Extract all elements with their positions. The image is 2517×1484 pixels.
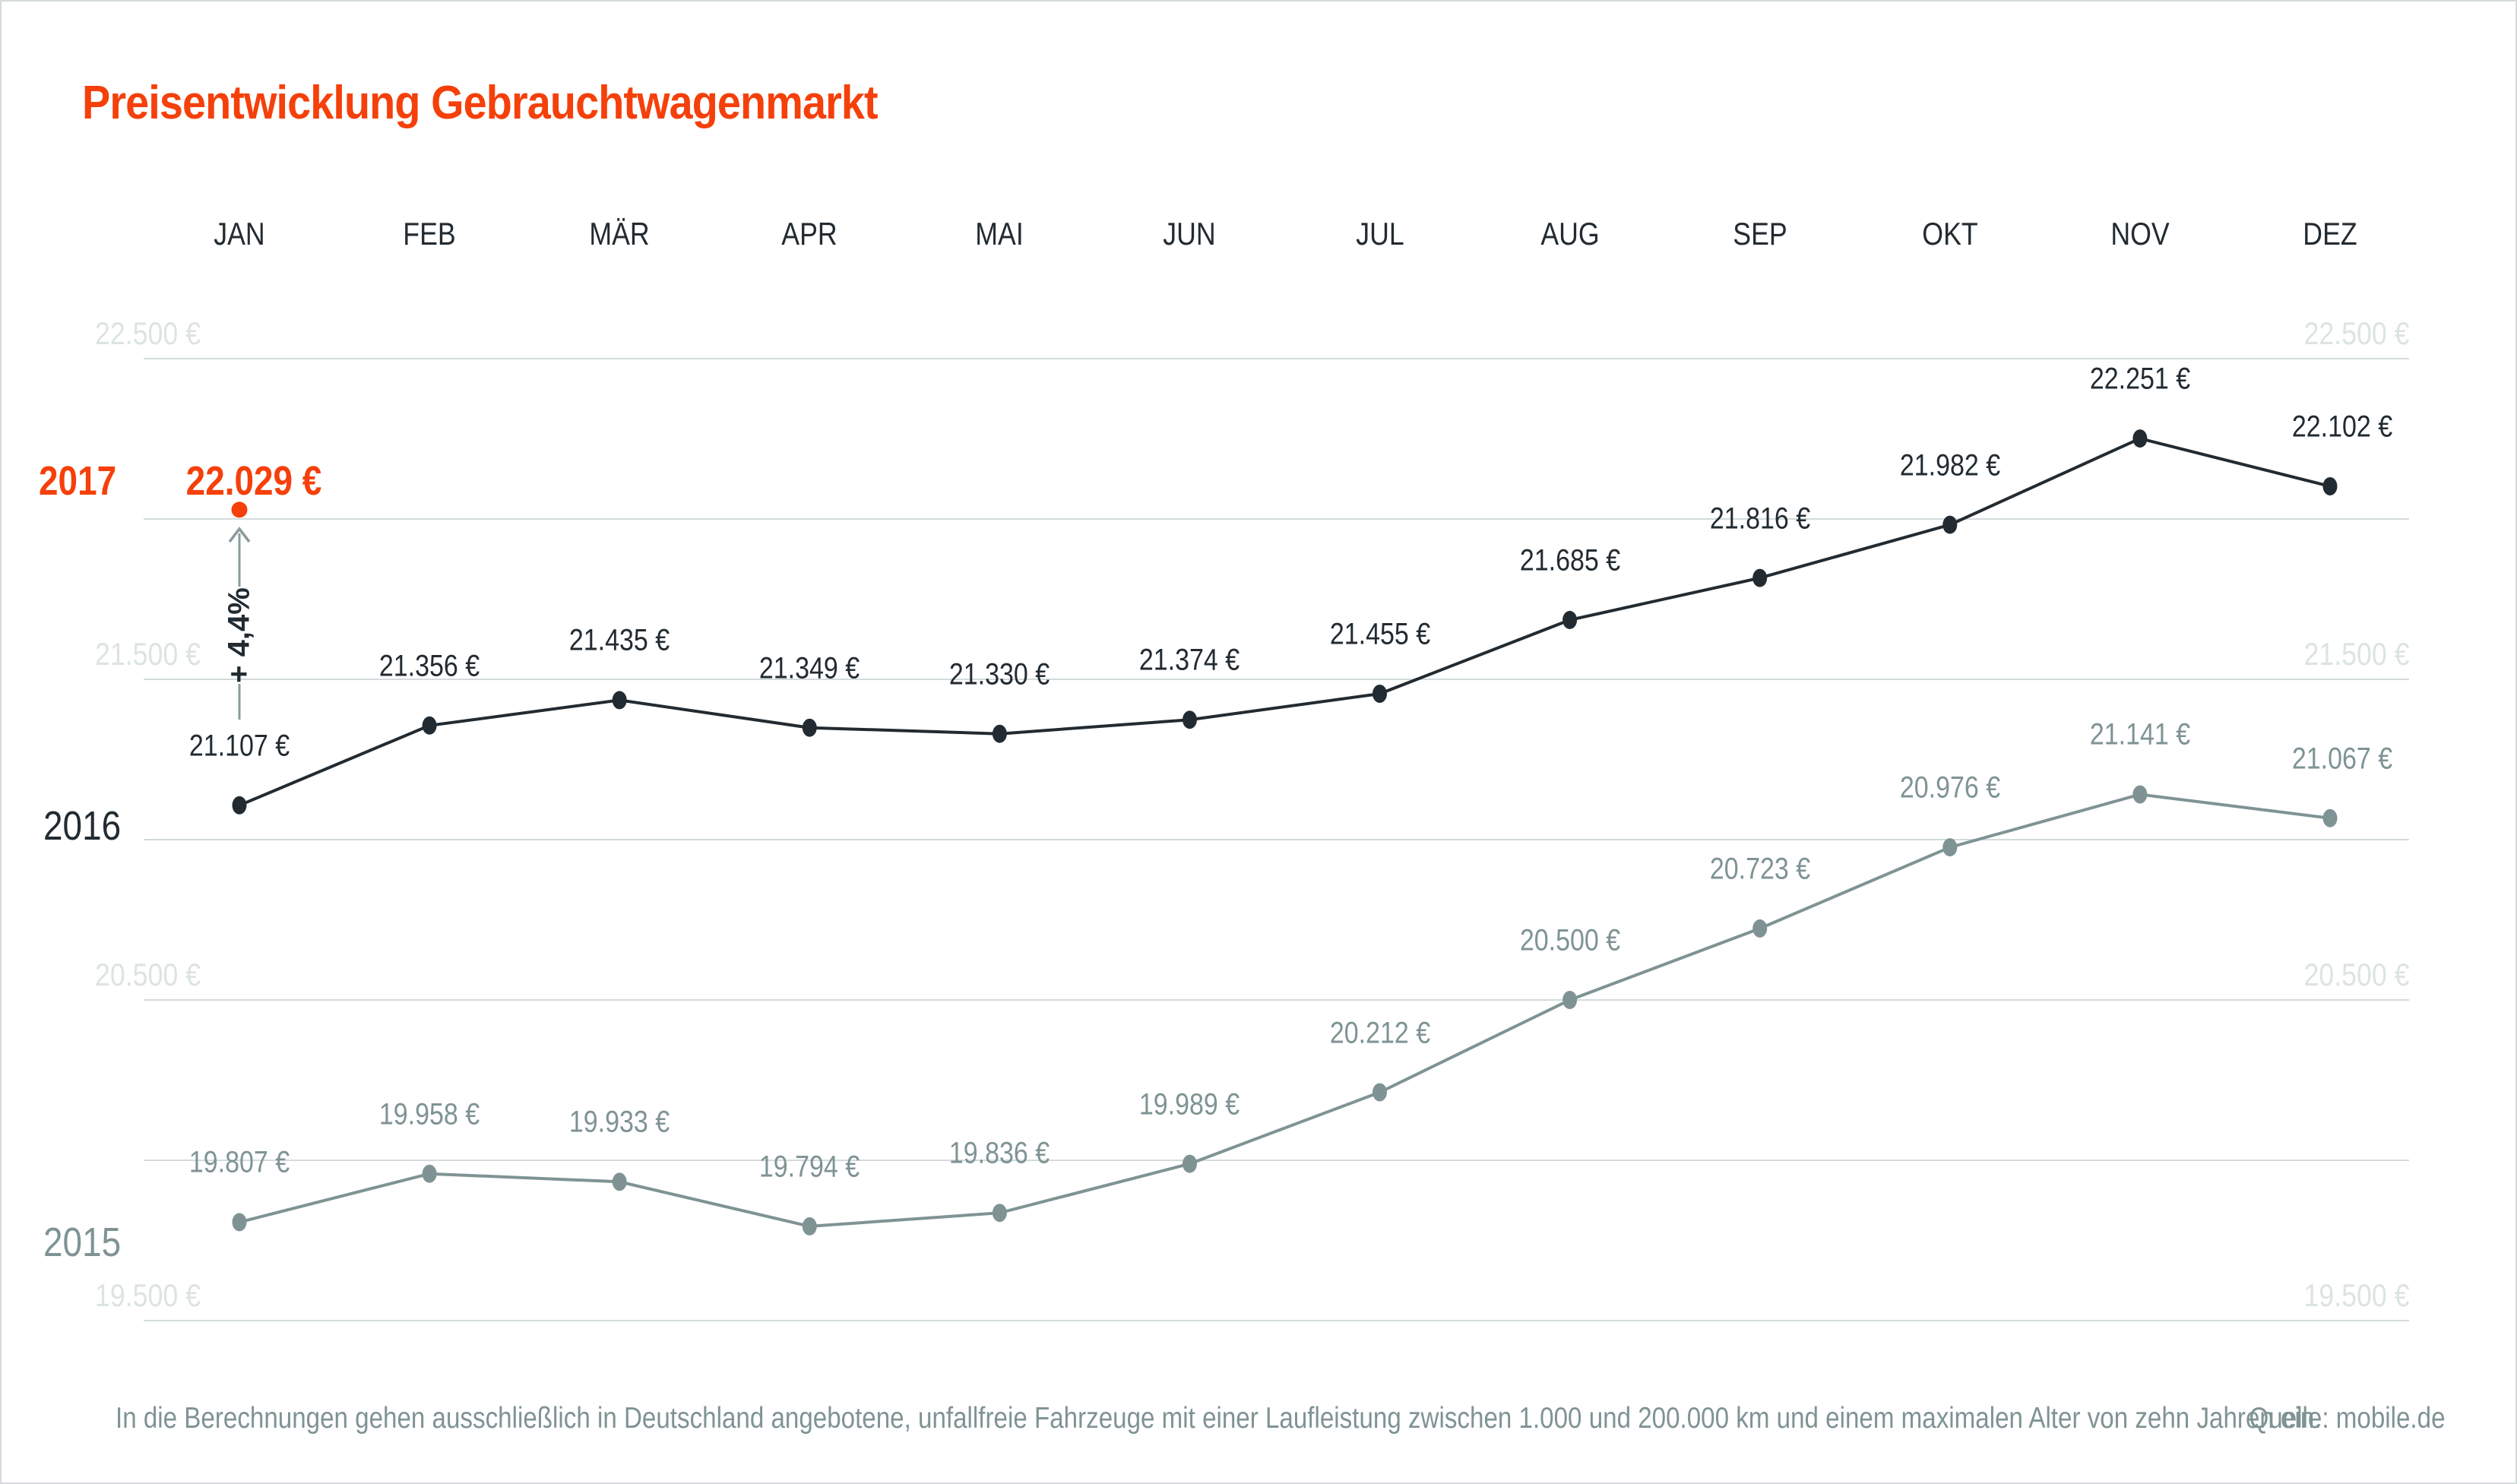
value-label-2016-OKT: 21.982 € [1899,448,2000,483]
annotation-change-percent: + 4,4% [222,587,256,683]
footnote: In die Berechnungen gehen ausschließlich… [116,1402,2322,1435]
data-point-2016-JAN [232,796,247,815]
data-point-2015-JUN [1183,1154,1197,1173]
y-axis-label-left-19500: 19.500 € [95,1277,201,1313]
value-label-2016-NOV: 22.251 € [2089,362,2191,396]
y-axis-label-left-20500: 20.500 € [95,957,201,992]
month-label-JUL: JUL [1355,216,1404,252]
data-point-2015-OKT [1942,838,1958,857]
value-label-2015-APR: 19.794 € [759,1150,860,1184]
data-point-2016-DEZ [2322,477,2338,495]
data-point-2016-FEB [422,716,437,735]
data-point-2016-AUG [1562,610,1578,629]
series-line-2015 [239,793,2331,1228]
value-label-2016-APR: 21.349 € [759,651,860,685]
y-axis-label-right-19500: 19.500 € [2303,1277,2409,1313]
month-label-AUG: AUG [1540,216,1600,252]
data-point-2016-MAI [992,724,1007,743]
value-label-2015-MAI: 19.836 € [949,1136,1050,1170]
value-label-2016-FEB: 21.356 € [378,649,480,683]
data-point-2016-OKT [1942,515,1958,534]
data-point-2016-NOV [2132,429,2148,448]
y-axis-label-right-22500: 22.500 € [2303,315,2409,351]
value-label-2015-JAN: 19.807 € [188,1145,290,1179]
y-axis-label-left-22500: 22.500 € [95,315,201,351]
month-label-MÄR: MÄR [589,216,650,252]
value-label-2016-SEP: 21.816 € [1709,502,1810,536]
value-label-2016-AUG: 21.685 € [1519,543,1620,577]
month-label-JAN: JAN [214,216,265,252]
annotation-2017-value: 22.029 € [185,458,322,504]
data-point-2015-SEP [1752,919,1768,938]
data-point-2015-MAI [992,1204,1007,1223]
value-label-2016-JUN: 21.374 € [1139,643,1240,677]
value-label-2015-NOV: 21.141 € [2089,717,2191,751]
month-label-FEB: FEB [403,216,456,252]
value-label-2016-MÄR: 21.435 € [568,623,670,657]
data-point-2016-JUN [1183,710,1197,729]
data-point-2016-APR [802,718,817,737]
month-label-JUN: JUN [1163,216,1217,252]
month-label-NOV: NOV [2110,216,2170,252]
value-label-2016-JUL: 21.455 € [1329,617,1430,651]
value-label-2015-JUN: 19.989 € [1139,1087,1240,1122]
source-credit: Quelle: mobile.de [2249,1402,2446,1435]
y-axis-label-right-21500: 21.500 € [2303,636,2409,672]
value-label-2015-DEZ: 21.067 € [2291,742,2393,776]
data-point-2015-NOV [2132,785,2148,804]
value-label-2015-SEP: 20.723 € [1709,852,1810,886]
data-point-2015-JAN [232,1213,247,1232]
value-label-2015-MÄR: 19.933 € [568,1105,670,1139]
y-axis-label-left-21500: 21.500 € [95,636,201,672]
value-label-2015-AUG: 20.500 € [1519,923,1620,957]
value-label-2016-MAI: 21.330 € [949,657,1050,691]
value-label-2015-JUL: 20.212 € [1329,1016,1430,1050]
year-label-2015: 2015 [43,1220,121,1266]
year-label-2016: 2016 [43,802,121,849]
data-point-2016-MÄR [612,691,627,710]
arrow-up-icon [228,527,251,543]
series-line-2016 [239,436,2331,807]
value-label-2016-JAN: 21.107 € [188,729,290,763]
month-label-SEP: SEP [1732,216,1787,252]
month-label-MAI: MAI [975,216,1024,252]
value-label-2015-OKT: 20.976 € [1899,770,2000,805]
month-label-OKT: OKT [1922,216,1978,252]
month-label-DEZ: DEZ [2303,216,2357,252]
data-point-2016-JUL [1372,685,1387,703]
data-point-2016-SEP [1752,568,1768,587]
data-point-2017-JAN [231,502,248,518]
data-point-2015-DEZ [2322,808,2338,827]
page-title-text: Preisentwicklung Gebrauchtwagenmarkt [82,77,879,129]
data-point-2015-FEB [422,1164,437,1183]
data-point-2015-APR [802,1217,817,1236]
data-point-2015-AUG [1562,991,1578,1009]
month-label-APR: APR [781,216,837,252]
data-point-2015-MÄR [612,1172,627,1191]
value-label-2015-FEB: 19.958 € [378,1097,480,1131]
annotation-year-2017: 2017 [38,458,116,504]
data-point-2015-JUL [1372,1083,1387,1102]
value-label-2016-DEZ: 22.102 € [2291,410,2393,444]
y-axis-label-right-20500: 20.500 € [2303,957,2409,992]
page-title: Preisentwicklung Gebrauchtwagenmarkt [82,76,966,130]
